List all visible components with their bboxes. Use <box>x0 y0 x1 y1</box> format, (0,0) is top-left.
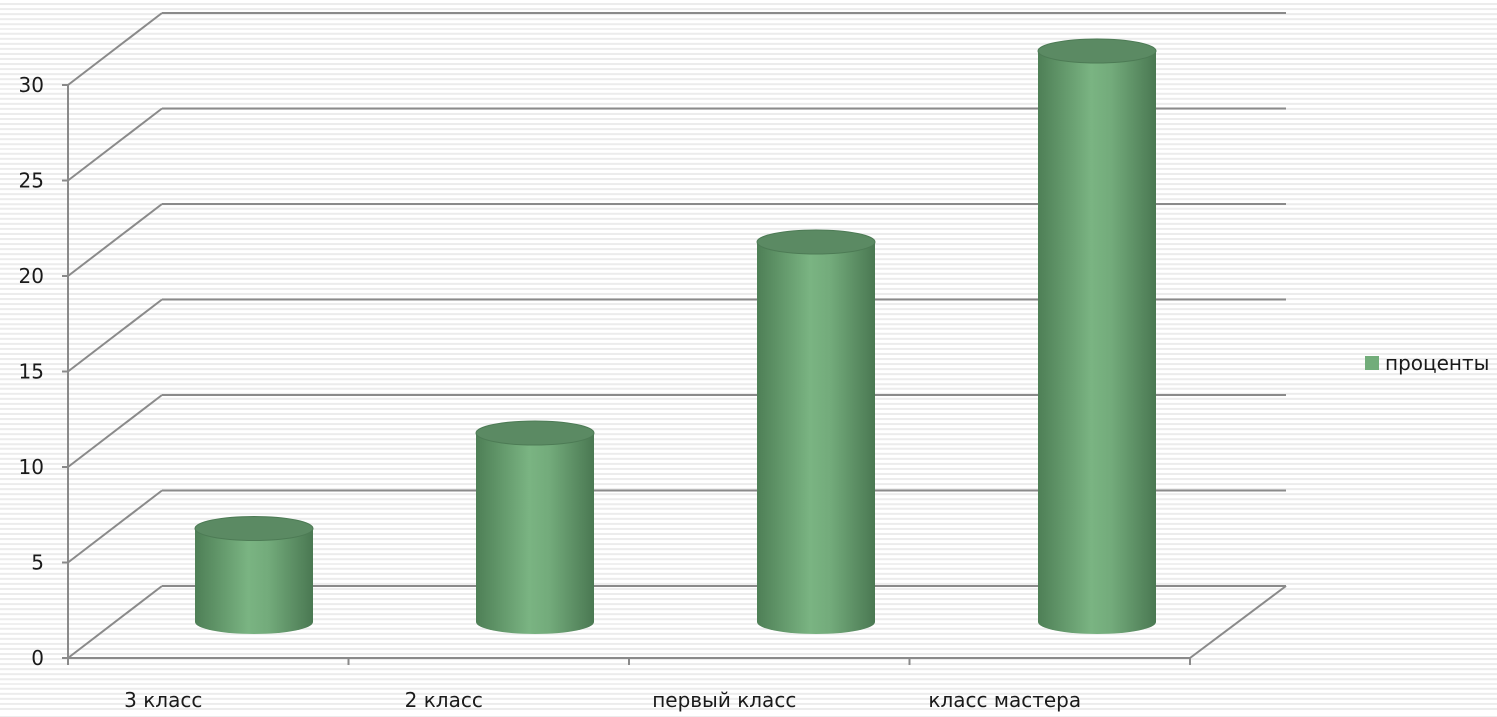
y-tick-label: 0 <box>31 646 44 670</box>
bar-top <box>756 229 876 255</box>
x-tick-label: 3 класс <box>124 688 202 712</box>
bar <box>756 229 876 634</box>
side-wall-gridline <box>67 107 163 182</box>
bars <box>194 38 1157 634</box>
x-tick-label: класс мастера <box>928 688 1081 712</box>
bar-body <box>757 242 875 634</box>
bar <box>194 516 314 634</box>
bar-body <box>195 528 313 634</box>
y-tick-label: 30 <box>19 73 44 97</box>
bar-top <box>1037 38 1157 64</box>
x-tick-label: 2 класс <box>405 688 483 712</box>
bar <box>475 420 595 634</box>
legend-label: проценты <box>1385 351 1489 375</box>
side-wall-gridline <box>67 12 163 86</box>
labels: 0 5 10 15 20 25 30 3 класс 2 класс первый класс кл… <box>19 73 1082 712</box>
bar-body <box>476 433 594 634</box>
side-wall-gridline <box>67 203 163 277</box>
floor-edge <box>67 585 163 659</box>
y-tick-label: 10 <box>19 455 44 479</box>
side-wall-gridline <box>67 298 163 373</box>
y-tick-label: 25 <box>19 169 44 193</box>
bar-body <box>1038 51 1156 634</box>
legend-swatch <box>1365 356 1379 370</box>
y-tick-label: 15 <box>19 360 44 384</box>
side-wall-gridline <box>67 489 163 564</box>
x-tick-label: первый класс <box>652 688 796 712</box>
y-tick-label: 20 <box>19 264 44 288</box>
bar <box>1037 38 1157 634</box>
floor-right-edge <box>1189 585 1287 659</box>
bar-top <box>194 516 314 541</box>
bar-top <box>475 420 595 446</box>
legend: проценты <box>1365 351 1489 375</box>
y-tick-label: 5 <box>31 551 44 575</box>
side-wall-gridline <box>67 394 163 468</box>
